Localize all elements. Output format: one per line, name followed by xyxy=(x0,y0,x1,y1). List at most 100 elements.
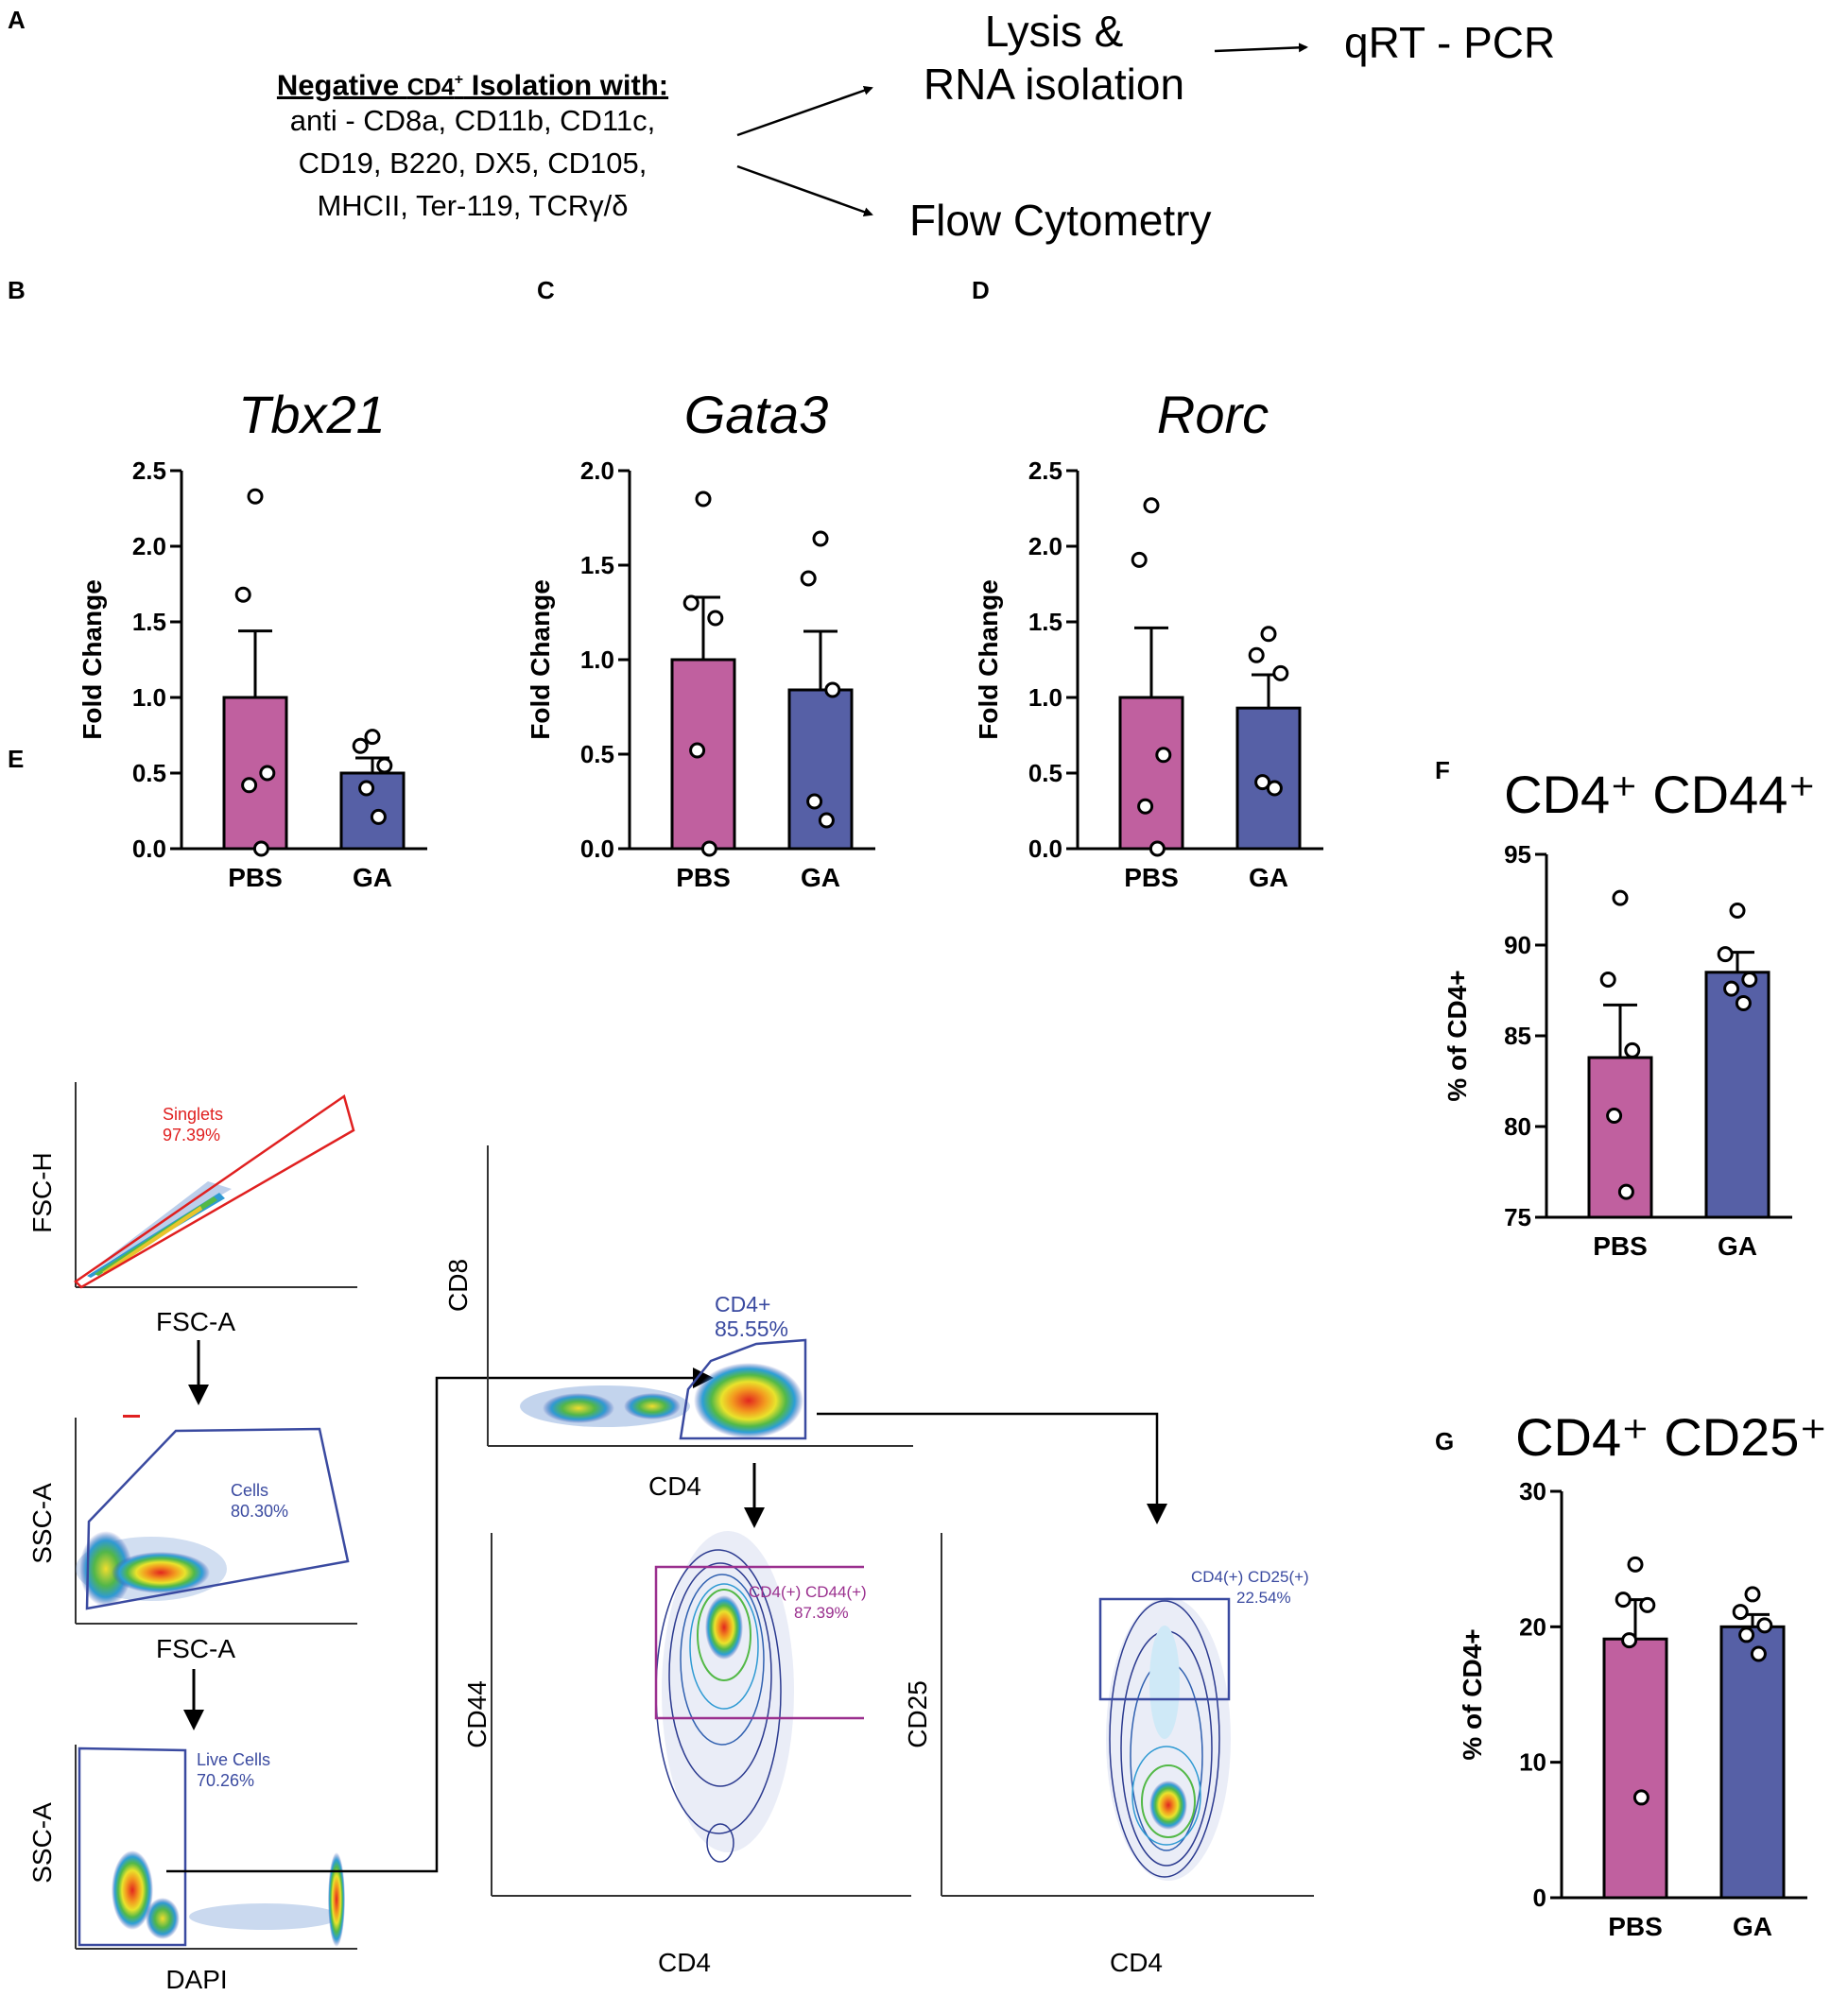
cd25-gate xyxy=(1098,1597,1231,1701)
axis-ssc-a-1: SSC-A xyxy=(27,1483,57,1564)
data-point-cd25-pbs xyxy=(1621,1632,1638,1649)
data-point-rorc-ga xyxy=(1266,780,1283,797)
y-tick-label-gata3: 1.5 xyxy=(580,551,614,579)
cd4-plot: CD4+ 85.55% CD8 CD4 xyxy=(443,1145,913,1501)
category-label-cd44-pbs: PBS xyxy=(1593,1231,1648,1261)
y-axis-label-cd25: % of CD4+ xyxy=(1458,1628,1487,1760)
data-point-tbx21-ga xyxy=(370,808,387,825)
live-cells-gate-name: Live Cells xyxy=(197,1750,270,1769)
data-point-cd44-pbs xyxy=(1599,971,1616,988)
axis-fsc-a-1: FSC-A xyxy=(156,1307,235,1336)
cells-gate-pct: 80.30% xyxy=(231,1502,288,1521)
y-tick-label-tbx21: 1.0 xyxy=(132,683,166,712)
live-cells-plot: Live Cells 70.26% SSC-A DAPI xyxy=(27,1745,357,1994)
antibody-line-1: anti - CD8a, CD11b, CD11c, xyxy=(289,104,656,137)
lysis-line-2: RNA isolation xyxy=(923,60,1185,109)
cd44-gate-name: CD4(+) CD44(+) xyxy=(749,1583,867,1601)
y-tick-label-gata3: 0.5 xyxy=(580,740,614,768)
y-tick-label-gata3: 0.0 xyxy=(580,835,614,863)
data-point-cd25-pbs xyxy=(1632,1789,1649,1806)
category-label-cd44-ga: GA xyxy=(1718,1231,1757,1261)
singlets-gate xyxy=(74,1093,355,1289)
isolation-title-sup: + xyxy=(454,72,464,88)
workflow-arrows xyxy=(736,43,1308,217)
y-tick-label-rorc: 0.0 xyxy=(1028,835,1062,863)
data-point-gata3-ga xyxy=(818,812,835,829)
chart-title-rorc: Rorc xyxy=(1157,385,1269,444)
bar-cd44-ga xyxy=(1704,971,1770,1219)
panel-label-b: B xyxy=(8,276,26,304)
qrt-pcr-label: qRT - PCR xyxy=(1344,18,1556,67)
y-tick-label-tbx21: 0.0 xyxy=(132,835,166,863)
arrow-to-lysis xyxy=(736,85,873,137)
y-tick-label-rorc: 2.0 xyxy=(1028,532,1062,560)
data-point-gata3-pbs xyxy=(689,742,706,759)
axis-cd25: CD25 xyxy=(903,1680,932,1748)
cd44-gate xyxy=(654,1565,864,1720)
category-label-tbx21-ga: GA xyxy=(353,863,392,892)
data-point-cd44-pbs xyxy=(1612,889,1629,906)
cd4-gate-pct: 85.55% xyxy=(715,1316,788,1341)
y-tick-label-tbx21: 1.5 xyxy=(132,608,166,636)
panel-label-g: G xyxy=(1435,1427,1455,1455)
data-point-cd25-ga xyxy=(1744,1586,1761,1603)
chart-title-tbx21: Tbx21 xyxy=(238,385,386,444)
category-label-rorc-pbs: PBS xyxy=(1124,863,1179,892)
singlets-plot: Singlets 97.39% FSC-H FSC-A xyxy=(27,1082,357,1336)
flow-cytometry-label: Flow Cytometry xyxy=(909,196,1212,245)
data-point-gata3-ga xyxy=(812,530,829,547)
live-cells-gate-pct: 70.26% xyxy=(197,1771,254,1790)
axis-cd4-1: CD4 xyxy=(648,1471,701,1501)
data-point-cd25-ga xyxy=(1738,1626,1755,1643)
data-point-cd44-ga xyxy=(1717,946,1734,963)
data-point-rorc-pbs xyxy=(1155,747,1172,764)
bar-cd25-ga xyxy=(1719,1625,1786,1900)
data-point-tbx21-ga xyxy=(358,780,375,797)
axis-cd4-2: CD4 xyxy=(658,1948,711,1977)
cells-gate xyxy=(85,1427,350,1610)
y-tick-label-cd44: 75 xyxy=(1504,1203,1531,1231)
cd44-plot: CD4(+) CD44(+) 87.39% CD44 CD4 xyxy=(462,1531,911,1977)
bar-cd25-pbs xyxy=(1602,1637,1668,1900)
y-tick-label-cd25: 0 xyxy=(1533,1884,1546,1912)
y-tick-label-cd44: 90 xyxy=(1504,931,1531,959)
data-point-gata3-ga xyxy=(824,681,841,698)
data-point-tbx21-pbs xyxy=(247,488,264,505)
y-tick-label-cd44: 95 xyxy=(1504,840,1531,869)
y-tick-label-tbx21: 2.5 xyxy=(132,456,166,485)
data-point-cd44-pbs xyxy=(1606,1107,1623,1124)
data-point-cd44-ga xyxy=(1723,980,1740,997)
isolation-title-cd4: CD4 xyxy=(406,74,455,101)
y-tick-label-tbx21: 2.0 xyxy=(132,532,166,560)
category-label-cd25-ga: GA xyxy=(1733,1912,1772,1941)
data-point-rorc-ga xyxy=(1254,774,1271,791)
axis-fsc-h: FSC-H xyxy=(27,1152,57,1233)
antibody-line-2: CD19, B220, DX5, CD105, xyxy=(298,146,648,180)
data-point-rorc-pbs xyxy=(1149,840,1166,857)
category-label-tbx21-pbs: PBS xyxy=(228,863,283,892)
data-point-rorc-ga xyxy=(1248,646,1265,663)
lysis-line-1: Lysis & xyxy=(984,7,1124,56)
y-tick-label-cd44: 80 xyxy=(1504,1112,1531,1141)
cd4-gate xyxy=(679,1338,807,1440)
data-point-cd25-ga xyxy=(1750,1645,1767,1662)
cells-plot: Cells 80.30% SSC-A FSC-A xyxy=(27,1415,357,1663)
singlets-gate-pct: 97.39% xyxy=(163,1126,220,1144)
chart-title-cd25: CD4⁺ CD25⁺ xyxy=(1515,1407,1827,1467)
data-point-tbx21-ga xyxy=(364,729,381,746)
y-tick-label-rorc: 2.5 xyxy=(1028,456,1062,485)
y-tick-label-gata3: 1.0 xyxy=(580,645,614,674)
category-label-cd25-pbs: PBS xyxy=(1608,1912,1663,1941)
data-point-rorc-ga xyxy=(1272,664,1289,681)
data-point-tbx21-pbs xyxy=(259,765,276,782)
data-point-rorc-ga xyxy=(1260,626,1277,643)
antibody-line-3: MHCII, Ter-119, TCRγ/δ xyxy=(317,189,629,222)
data-point-rorc-pbs xyxy=(1137,798,1154,815)
category-label-gata3-ga: GA xyxy=(801,863,840,892)
bar-rorc-pbs xyxy=(1118,696,1184,851)
data-point-cd44-pbs xyxy=(1617,1183,1634,1200)
cd4-gate-name: CD4+ xyxy=(715,1292,770,1316)
data-point-gata3-ga xyxy=(800,570,817,587)
data-point-cd25-pbs xyxy=(1627,1556,1644,1573)
y-tick-label-rorc: 1.5 xyxy=(1028,608,1062,636)
